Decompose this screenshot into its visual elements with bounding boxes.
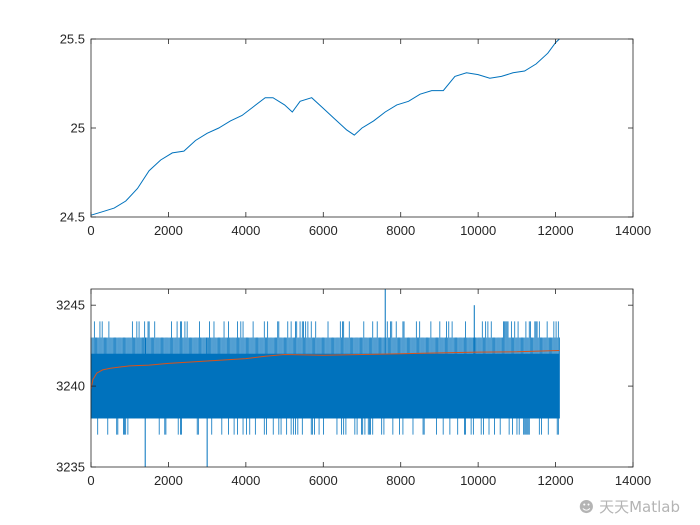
top-y-tick-label: 25.5 — [60, 32, 85, 47]
bottom-y-tick-label: 3245 — [56, 298, 85, 313]
bottom-x-ticks: 0 2000 4000 6000 8000 10000 12000 14000 — [87, 289, 651, 488]
bottom-axes: 0 2000 4000 6000 8000 10000 12000 14000 3235 324… — [56, 288, 651, 488]
bottom-series-group — [90, 289, 560, 467]
bottom-x-tick-label: 2000 — [154, 473, 183, 488]
bottom-y-tick-label: 3235 — [56, 460, 85, 475]
top-y-ticks: 24.5 25 25.5 — [60, 32, 633, 225]
bottom-x-tick-label: 14000 — [615, 473, 651, 488]
top-x-tick-label: 2000 — [154, 223, 183, 238]
bottom-y-ticks: 3235 3240 3245 — [56, 298, 633, 475]
top-axes: 0 2000 4000 6000 8000 10000 12000 14000 24.5252… — [60, 32, 651, 239]
top-x-tick-label: 0 — [87, 223, 94, 238]
bottom-series-line — [90, 350, 560, 390]
bottom-axes-box — [90, 288, 634, 468]
top-series-line — [90, 38, 560, 216]
top-x-tick-label: 14000 — [615, 223, 651, 238]
watermark-text: 天天Matlab — [599, 498, 680, 516]
top-y-tick-label: 24.5 — [60, 210, 85, 225]
bottom-noise-core — [91, 353, 560, 419]
wechat-icon: ☻ — [578, 498, 595, 516]
bottom-x-tick-label: 6000 — [309, 473, 338, 488]
bottom-x-tick-label: 12000 — [537, 473, 573, 488]
bottom-x-tick-label: 8000 — [386, 473, 415, 488]
top-x-ticks: 0 2000 4000 6000 8000 10000 12000 14000 — [87, 39, 651, 238]
bottom-x-tick-label: 4000 — [231, 473, 260, 488]
top-x-tick-label: 8000 — [386, 223, 415, 238]
bottom-x-tick-label: 0 — [87, 473, 94, 488]
top-series-group — [90, 38, 560, 216]
top-x-tick-label: 6000 — [309, 223, 338, 238]
top-y-tick-label: 25 — [71, 121, 85, 136]
top-x-tick-label: 10000 — [460, 223, 496, 238]
bottom-x-tick-label: 10000 — [460, 473, 496, 488]
top-x-tick-label: 4000 — [231, 223, 260, 238]
watermark: ☻ 天天Matlab — [579, 496, 680, 517]
bottom-y-tick-label: 3240 — [56, 379, 85, 394]
top-x-tick-label: 12000 — [537, 223, 573, 238]
